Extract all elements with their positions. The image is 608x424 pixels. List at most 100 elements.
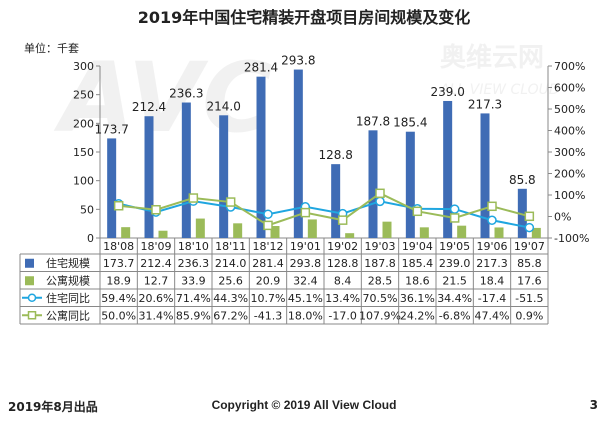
point-apartment-yoy (524, 211, 535, 222)
y-axis-right: -100% 0% 100% 200% 300% 400% 500% 600% 700% (547, 60, 589, 245)
y-right-tick-label: 700% (554, 60, 585, 73)
table-cell: -51.5 (515, 292, 543, 305)
y-right-tick-label: 600% (554, 82, 585, 95)
table-cell: 18.4 (480, 274, 505, 287)
y-right-tick-label: 500% (554, 103, 585, 116)
line-residential-yoy (118, 200, 530, 229)
y-right-tick-label: 0% (554, 211, 571, 224)
x-tick-label: 19'06 (476, 240, 507, 253)
point-residential-yoy (263, 209, 273, 219)
table-cell: 18.9 (106, 274, 131, 287)
legend-label: 公寓同比 (46, 308, 90, 322)
table-cell: 20.9 (256, 274, 281, 287)
x-tick-label: 18'10 (178, 240, 209, 253)
table-cell: 217.3 (476, 257, 508, 270)
point-apartment-yoy (412, 206, 423, 217)
bar-apartment (345, 233, 355, 238)
y-right-tick-label: 200% (554, 168, 585, 181)
legend-label: 住宅规模 (46, 256, 90, 270)
table-cell: 28.5 (368, 274, 393, 287)
footer-date: 2019年8月出品 (8, 400, 98, 414)
y-right-tick-label: -100% (554, 232, 589, 245)
legend-key-apartment (25, 276, 34, 286)
bar-residential (368, 130, 378, 238)
bar-value-label: 185.4 (393, 116, 427, 130)
bar-residential (405, 131, 415, 238)
table-cell: 107.9% (359, 309, 401, 322)
bar-series (107, 69, 541, 239)
data-table: 18'08 18'09 18'10 18'11 18'12 19'01 19'02 19'03… (19, 238, 549, 325)
table-cell: 25.6 (218, 274, 243, 287)
x-tick-label: 19'07 (514, 240, 545, 253)
table-cell: 293.8 (290, 257, 322, 270)
table-cell: 50.0% (101, 309, 136, 322)
point-residential-yoy (487, 215, 497, 225)
bar-residential (181, 102, 191, 238)
bar-residential (480, 113, 490, 238)
table-cell: 18.6 (405, 274, 430, 287)
table-cell: 0.9% (515, 309, 543, 322)
point-apartment-yoy (300, 207, 311, 218)
bar-value-label: 281.4 (244, 61, 278, 75)
table-cell: 45.1% (288, 292, 323, 305)
line-apartment-yoy (118, 192, 530, 227)
footer-copyright: Copyright © 2019 All View Cloud (211, 398, 397, 412)
x-tick-label: 19'01 (290, 240, 321, 253)
point-residential-yoy (375, 196, 385, 207)
bar-apartment (457, 225, 467, 238)
y-left-tick-label: 0 (87, 232, 94, 245)
table-cell: 128.8 (327, 257, 359, 270)
table-cell: 44.3% (213, 292, 248, 305)
unit-label: 单位：千套 (24, 42, 79, 55)
legend-key-marker (27, 293, 37, 302)
table-cell: 239.0 (439, 257, 471, 270)
table-cell: 33.9 (181, 274, 206, 287)
y-right-tick-label: 300% (554, 146, 585, 159)
y-left-tick-label: 50 (80, 203, 94, 216)
table-cell: 185.4 (402, 257, 434, 270)
table-cell: 17.6 (517, 274, 542, 287)
bar-value-label: 212.4 (132, 100, 166, 114)
table-cell: -6.8% (439, 309, 471, 322)
table-cell: 10.7% (251, 292, 286, 305)
point-apartment-yoy (337, 215, 348, 225)
bar-value-label: 239.0 (430, 85, 464, 99)
table-cell: -17.4 (478, 292, 506, 305)
point-apartment-yoy (375, 188, 385, 199)
bar-value-label: 236.3 (169, 87, 203, 101)
bar-apartment (233, 223, 243, 238)
point-apartment-yoy (151, 204, 161, 215)
table-cell: 70.5% (363, 292, 398, 305)
y-left-tick-label: 200 (73, 117, 94, 130)
table-cell: 212.4 (140, 257, 172, 270)
table-cell: 173.7 (103, 257, 135, 270)
table-cell: 8.4 (334, 274, 352, 287)
table-cell: 13.4% (325, 292, 360, 305)
table-cell: 281.4 (252, 257, 284, 270)
y-left-tick-label: 150 (73, 146, 94, 159)
y-left-tick-label: 250 (73, 89, 94, 102)
y-right-tick-label: 100% (554, 189, 585, 202)
table-cell: 47.4% (475, 309, 510, 322)
y-left-tick-label: 100 (73, 175, 94, 188)
bar-value-label: 128.8 (318, 148, 352, 162)
bar-apartment (419, 227, 429, 238)
x-tick-label: 18'12 (252, 240, 283, 253)
bar-residential (443, 100, 453, 239)
x-tick-label: 19'03 (364, 240, 395, 253)
bar-residential (256, 76, 266, 238)
bar-value-label: 293.8 (281, 54, 315, 68)
y-right-tick-label: 400% (554, 125, 585, 138)
bar-apartment (494, 227, 504, 238)
table-cell: 18.0% (288, 309, 323, 322)
bar-apartment (382, 221, 392, 238)
bar-apartment (158, 230, 168, 238)
page-number: 3 (589, 398, 598, 412)
point-residential-yoy (524, 222, 535, 233)
bar-apartment (531, 227, 541, 238)
table-cell: -17.0 (328, 309, 356, 322)
bar-apartment (121, 227, 131, 238)
table-cell: 59.4% (101, 292, 136, 305)
x-tick-label: 19'05 (439, 240, 470, 253)
